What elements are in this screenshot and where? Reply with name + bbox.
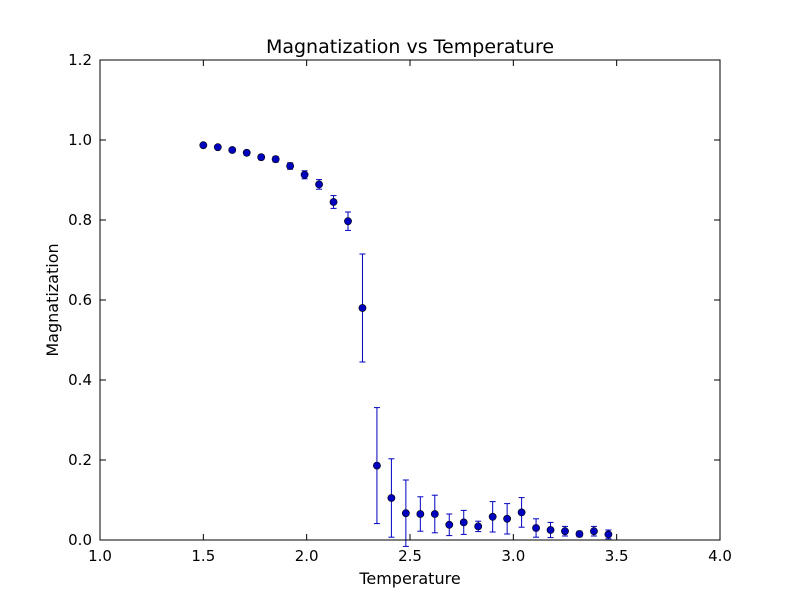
data-point [459, 509, 468, 535]
x-tick-label: 1.0 [88, 547, 112, 565]
x-tick-label: 3.0 [501, 547, 525, 565]
y-tick-label: 0.4 [68, 371, 92, 389]
data-point [199, 141, 208, 150]
data-point [546, 521, 555, 539]
point-marker [488, 512, 497, 521]
data-point [213, 143, 222, 152]
data-point [532, 518, 540, 538]
point-marker [532, 524, 540, 532]
point-marker [401, 509, 410, 518]
data-point [575, 530, 584, 538]
chart-title: Magnatization vs Temperature [266, 36, 554, 58]
point-marker [344, 217, 352, 226]
data-point [300, 170, 309, 180]
point-marker [387, 494, 396, 502]
point-marker [517, 508, 526, 517]
data-point [430, 494, 439, 534]
point-marker [213, 143, 222, 152]
data-point [329, 195, 338, 209]
data-point [315, 179, 323, 190]
x-axis-label: Temperature [358, 569, 460, 588]
point-marker [604, 530, 613, 539]
y-tick-label: 0.8 [68, 211, 92, 229]
y-tick-label: 1.2 [68, 51, 92, 69]
data-point [474, 520, 483, 533]
point-marker [373, 461, 381, 470]
point-marker [329, 198, 338, 206]
data-point [387, 458, 396, 538]
point-marker [300, 170, 309, 179]
data-point [488, 501, 497, 533]
y-tick-label: 0.6 [68, 291, 92, 309]
data-point [257, 153, 266, 162]
point-marker [271, 155, 280, 164]
series-layer [199, 141, 613, 547]
data-point [604, 529, 613, 540]
data-point [358, 253, 367, 363]
data-point [401, 479, 410, 547]
data-point [445, 513, 454, 537]
point-marker [257, 153, 266, 162]
data-point [590, 525, 598, 537]
data-point [517, 497, 526, 528]
data-point [228, 146, 237, 154]
point-marker [503, 514, 512, 523]
x-tick-label: 1.5 [191, 547, 215, 565]
point-marker [358, 304, 367, 312]
x-tick-label: 4.0 [708, 547, 732, 565]
point-marker [561, 527, 569, 536]
data-point [373, 407, 381, 525]
y-tick-label: 0.2 [68, 451, 92, 469]
point-marker [430, 510, 439, 518]
plot-area [100, 60, 720, 540]
y-axis-label: Magnatization [43, 243, 62, 356]
point-marker [199, 141, 208, 150]
data-point [344, 211, 352, 231]
x-tick-label: 2.5 [398, 547, 422, 565]
axes-frame [99, 59, 721, 541]
point-marker [228, 146, 237, 154]
data-point [561, 525, 569, 537]
point-marker [459, 518, 468, 527]
point-marker [590, 527, 598, 536]
point-marker [416, 510, 425, 518]
data-point [503, 503, 512, 535]
y-tick-label: 0.0 [68, 531, 92, 549]
point-marker [286, 162, 295, 170]
data-point [271, 155, 280, 164]
point-marker [445, 520, 454, 529]
x-tick-label: 3.5 [605, 547, 629, 565]
data-point [416, 496, 425, 532]
point-marker [315, 180, 323, 189]
data-point [242, 148, 251, 157]
y-tick-label: 1.0 [68, 131, 92, 149]
point-marker [546, 526, 555, 534]
point-marker [242, 148, 251, 157]
point-marker [474, 522, 483, 531]
data-point [286, 162, 295, 170]
x-tick-label: 2.0 [295, 547, 319, 565]
point-marker [575, 530, 584, 538]
